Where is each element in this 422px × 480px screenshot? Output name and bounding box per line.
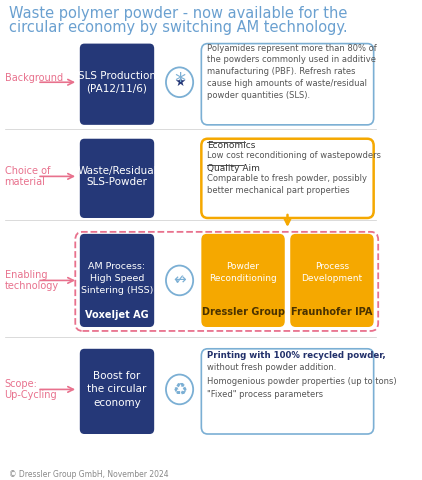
- Text: Homogenious powder properties (up to tons): Homogenious powder properties (up to ton…: [207, 376, 396, 385]
- Text: SLS Production
(PA12/11/6): SLS Production (PA12/11/6): [78, 72, 156, 93]
- Text: Background: Background: [5, 73, 62, 83]
- FancyBboxPatch shape: [201, 349, 373, 434]
- Text: *: *: [174, 72, 185, 92]
- Text: Comparable to fresh powder, possibly
better mechanical part properties: Comparable to fresh powder, possibly bet…: [207, 174, 367, 195]
- Text: Choice of
material: Choice of material: [5, 166, 50, 187]
- FancyBboxPatch shape: [290, 234, 373, 327]
- Text: Economics: Economics: [207, 141, 255, 150]
- FancyBboxPatch shape: [201, 44, 373, 125]
- Circle shape: [166, 265, 193, 295]
- Text: circular economy by switching AM technology.: circular economy by switching AM technol…: [9, 20, 348, 35]
- Text: AM Process:
High Speed
Sintering (HSS): AM Process: High Speed Sintering (HSS): [81, 262, 153, 295]
- Text: ✓: ✓: [174, 274, 185, 288]
- FancyBboxPatch shape: [201, 234, 285, 327]
- Text: Voxeljet AG: Voxeljet AG: [85, 310, 149, 320]
- Text: Low cost reconditioning of wastepowders: Low cost reconditioning of wastepowders: [207, 151, 381, 160]
- Text: Dressler Group: Dressler Group: [202, 307, 284, 317]
- Text: ♻: ♻: [172, 381, 187, 398]
- FancyBboxPatch shape: [80, 139, 154, 218]
- Text: Printing with 100% recycled powder,: Printing with 100% recycled powder,: [207, 351, 386, 360]
- Text: Process
Development: Process Development: [301, 262, 362, 283]
- Text: Polyamides represent more than 80% of
the powders commonly used in additive
manu: Polyamides represent more than 80% of th…: [207, 44, 376, 100]
- Text: © Dressler Group GmbH, November 2024: © Dressler Group GmbH, November 2024: [9, 469, 169, 479]
- Text: Powder
Reconditioning: Powder Reconditioning: [209, 262, 277, 283]
- Text: Quality Aim: Quality Aim: [207, 165, 260, 173]
- Circle shape: [166, 67, 193, 97]
- Text: Waste/Residual
SLS-Powder: Waste/Residual SLS-Powder: [77, 166, 157, 187]
- Circle shape: [166, 374, 193, 404]
- FancyBboxPatch shape: [201, 139, 373, 218]
- Text: Enabling
technology: Enabling technology: [5, 270, 59, 291]
- FancyBboxPatch shape: [80, 349, 154, 434]
- Text: Waste polymer powder - now available for the: Waste polymer powder - now available for…: [9, 6, 347, 21]
- FancyBboxPatch shape: [80, 44, 154, 125]
- Text: "Fixed" process parameters: "Fixed" process parameters: [207, 390, 323, 399]
- Text: Fraunhofer IPA: Fraunhofer IPA: [291, 307, 373, 317]
- Text: Boost for
the circular
economy: Boost for the circular economy: [87, 371, 147, 408]
- Text: ★: ★: [174, 76, 185, 89]
- Text: Scope:
Up-Cycling: Scope: Up-Cycling: [5, 379, 57, 400]
- FancyBboxPatch shape: [80, 234, 154, 327]
- Text: without fresh powder addition.: without fresh powder addition.: [207, 363, 336, 372]
- Text: ↔: ↔: [173, 273, 186, 288]
